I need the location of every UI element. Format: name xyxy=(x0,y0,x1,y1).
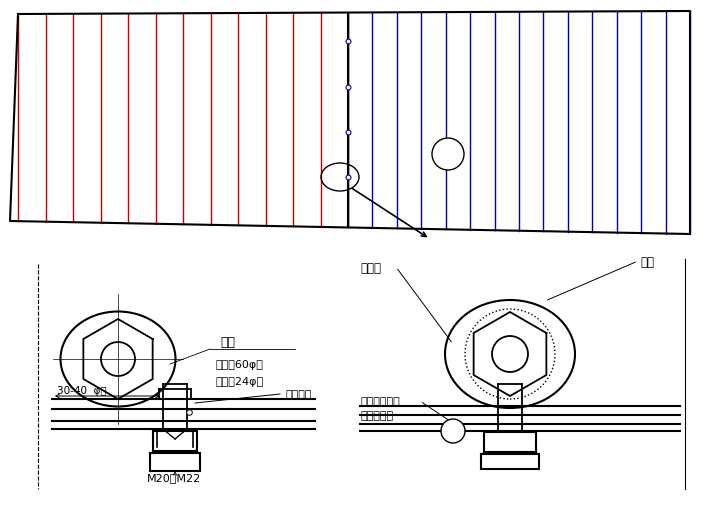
Circle shape xyxy=(492,336,528,372)
Circle shape xyxy=(432,139,464,171)
Text: 完全堵住孔: 完全堵住孔 xyxy=(360,410,393,420)
Circle shape xyxy=(441,419,465,443)
Text: 螺柱焊接: 螺柱焊接 xyxy=(285,389,311,399)
Ellipse shape xyxy=(445,300,575,408)
Text: （外径60φ）: （外径60φ） xyxy=(215,359,263,369)
Text: 30-40  φ孔: 30-40 φ孔 xyxy=(57,385,107,395)
Text: 帺片: 帺片 xyxy=(640,255,654,268)
Text: M20～M22: M20～M22 xyxy=(147,472,201,482)
Text: 帺片: 帺片 xyxy=(220,335,235,348)
Text: 为防锈用帪圈: 为防锈用帪圈 xyxy=(360,396,400,406)
Text: （孔径24φ）: （孔径24φ） xyxy=(215,376,263,386)
Text: 孔位置: 孔位置 xyxy=(360,261,381,274)
